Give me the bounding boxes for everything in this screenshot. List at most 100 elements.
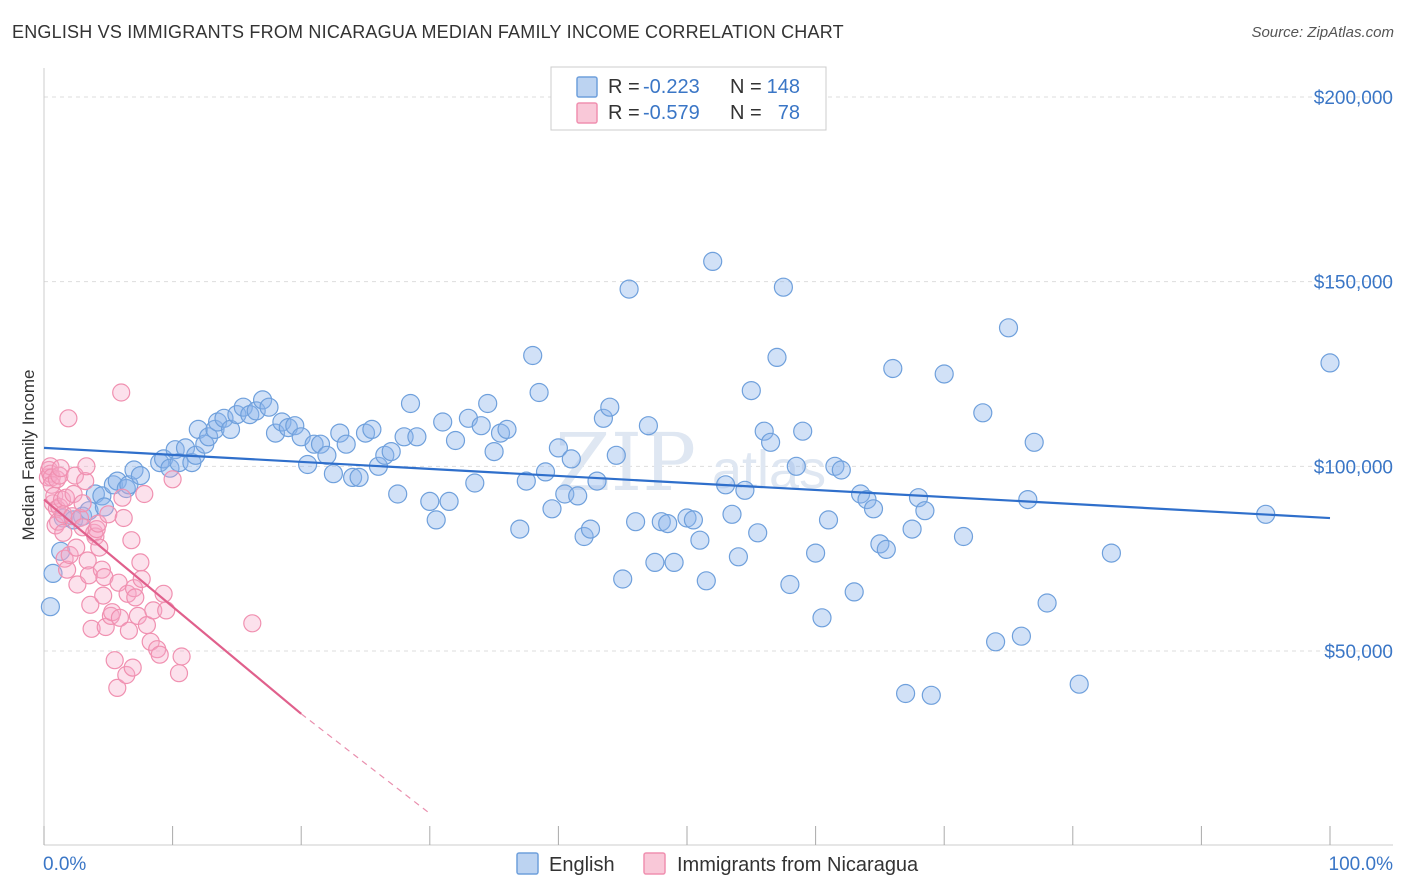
nicaragua-point-68 <box>141 632 160 651</box>
english-point-89 <box>619 279 639 299</box>
nicaragua-point-29 <box>73 518 92 537</box>
english-point-54 <box>375 445 395 465</box>
legend-n-label-nicaragua: N = <box>730 102 762 124</box>
legend-n-value-nicaragua: 78 <box>778 102 800 124</box>
nicaragua-point-69 <box>144 601 163 620</box>
nicaragua-point-43 <box>94 586 113 605</box>
nicaragua-point-13 <box>50 466 69 485</box>
english-point-141 <box>1101 543 1122 563</box>
nicaragua-trend-extension <box>300 713 431 814</box>
english-point-67 <box>471 416 491 436</box>
english-point-1 <box>43 563 63 584</box>
legend-bottom-label-english: English <box>549 854 615 876</box>
english-point-114 <box>805 543 826 563</box>
english-point-136 <box>1011 626 1032 646</box>
english-point-51 <box>355 423 376 443</box>
english-point-135 <box>998 318 1019 338</box>
english-point-40 <box>285 416 305 436</box>
english-point-111 <box>780 574 800 595</box>
english-point-48 <box>336 434 356 454</box>
x-tick-label-min: 0.0% <box>43 854 86 875</box>
english-point-84 <box>587 471 607 491</box>
nicaragua-point-31 <box>76 472 95 491</box>
english-point-105 <box>741 381 761 401</box>
english-point-18 <box>160 458 180 478</box>
nicaragua-point-56 <box>117 665 136 685</box>
english-point-87 <box>606 445 626 465</box>
english-point-76 <box>535 462 556 482</box>
legend-r-label-nicaragua: R = <box>608 102 640 124</box>
english-point-80 <box>561 449 581 469</box>
y-axis-label: Median Family Income <box>19 369 38 540</box>
english-point-97 <box>683 510 704 530</box>
english-point-15 <box>130 466 150 486</box>
english-point-109 <box>767 347 787 367</box>
english-point-131 <box>934 364 954 384</box>
english-point-49 <box>343 467 363 487</box>
english-point-139 <box>1037 593 1057 613</box>
english-point-129 <box>915 501 935 521</box>
english-point-34 <box>246 401 266 421</box>
nicaragua-point-21 <box>59 409 78 428</box>
legend-bottom-label-nicaragua: Immigrants from Nicaragua <box>677 854 919 876</box>
english-point-137 <box>1018 490 1038 510</box>
legend-r-label-english: R = <box>608 76 640 98</box>
nicaragua-point-73 <box>157 601 176 620</box>
nicaragua-point-30 <box>73 494 92 513</box>
english-point-43 <box>304 434 324 454</box>
english-point-90 <box>625 512 646 532</box>
nicaragua-point-42 <box>92 560 112 579</box>
english-point-69 <box>484 442 504 462</box>
nicaragua-point-26 <box>67 538 86 557</box>
y-tick-label-2: $150,000 <box>1314 273 1393 294</box>
english-point-86 <box>600 397 620 417</box>
nicaragua-point-40 <box>88 514 108 533</box>
nicaragua-point-22 <box>60 545 79 565</box>
english-point-108 <box>760 432 781 452</box>
nicaragua-point-53 <box>112 383 131 402</box>
english-point-143 <box>1320 353 1340 373</box>
english-point-45 <box>317 445 337 465</box>
english-point-42 <box>298 454 318 475</box>
trend-lines <box>43 446 1331 814</box>
english-point-36 <box>259 397 279 417</box>
nicaragua-point-20 <box>57 560 77 579</box>
english-point-63 <box>439 491 459 511</box>
nicaragua-point-64 <box>131 553 150 572</box>
nicaragua-point-46 <box>99 505 118 524</box>
english-point-115 <box>812 608 832 628</box>
english-point-104 <box>735 480 755 500</box>
english-point-68 <box>478 393 498 414</box>
english-point-56 <box>388 484 408 504</box>
english-point-47 <box>330 423 350 443</box>
english-point-140 <box>1069 674 1089 694</box>
nicaragua-point-76 <box>172 647 191 666</box>
english-point-124 <box>876 539 896 560</box>
nicaragua-point-74 <box>163 470 182 489</box>
legend-n-value-english: 148 <box>767 76 800 98</box>
axes <box>43 68 1393 846</box>
english-point-33 <box>240 405 260 425</box>
english-point-98 <box>690 530 710 550</box>
nicaragua-trend-line <box>43 498 302 715</box>
english-point-75 <box>529 382 549 403</box>
nicaragua-point-77 <box>243 614 262 633</box>
grid-lines <box>44 96 1393 652</box>
english-point-8 <box>92 486 112 506</box>
nicaragua-point-5 <box>42 475 61 494</box>
y-tick-labels: $50,000 $100,000 $150,000 $200,000 <box>1314 88 1393 663</box>
nicaragua-point-62 <box>126 588 145 607</box>
english-point-94 <box>658 513 678 534</box>
english-point-110 <box>773 277 794 297</box>
english-point-60 <box>420 491 440 511</box>
english-point-133 <box>973 403 993 423</box>
watermark-zip: ZIP <box>555 416 696 509</box>
nicaragua-point-50 <box>108 678 127 698</box>
english-point-26 <box>199 427 219 447</box>
english-point-138 <box>1024 432 1044 452</box>
english-point-91 <box>638 416 659 436</box>
nicaragua-point-58 <box>119 621 138 640</box>
x-tick-label-max: 100.0% <box>1329 854 1394 875</box>
english-point-44 <box>310 434 331 454</box>
chart-source: Source: ZipAtlas.com <box>1251 24 1394 41</box>
